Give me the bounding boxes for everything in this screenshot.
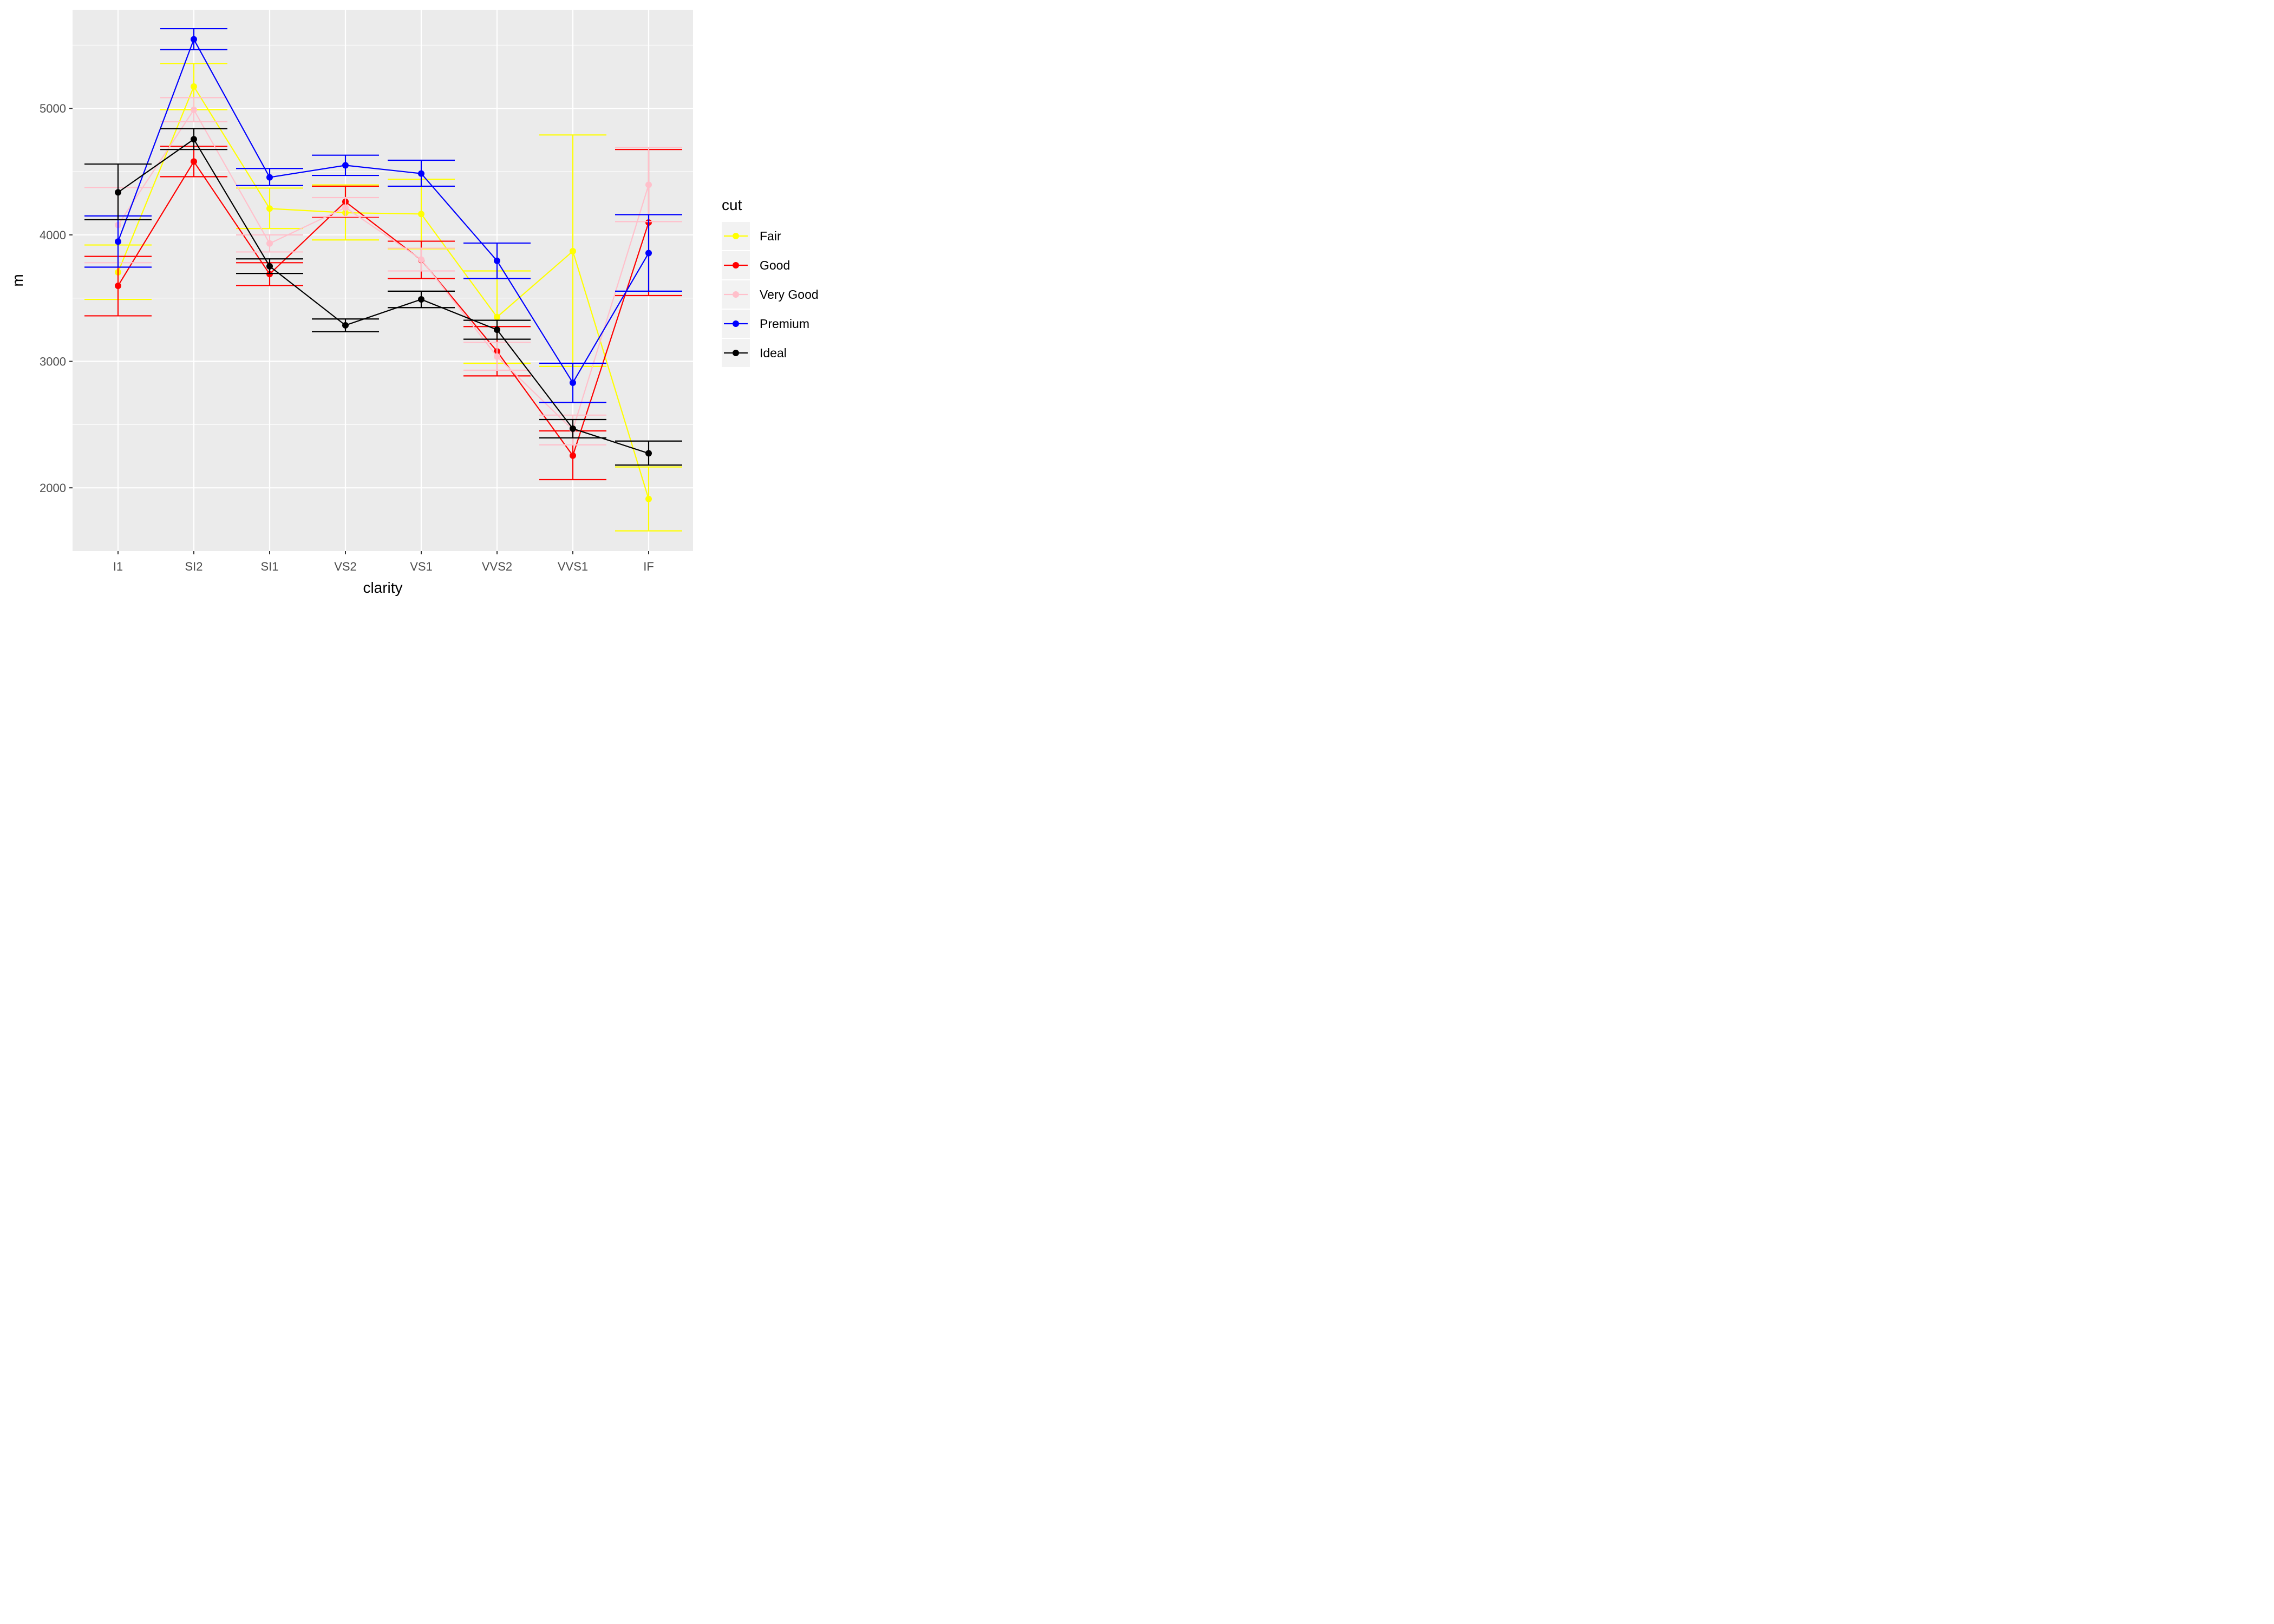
x-axis: I1 SI2 SI1 VS2 VS1 VVS2 VVS1 IF bbox=[113, 551, 654, 573]
y-tick-label: 2000 bbox=[40, 481, 66, 495]
data-point bbox=[191, 36, 197, 43]
legend-key-point bbox=[733, 350, 739, 356]
data-point bbox=[191, 136, 197, 143]
legend-item: Ideal bbox=[722, 339, 787, 367]
data-point bbox=[645, 495, 652, 502]
data-point bbox=[418, 296, 424, 303]
legend-label: Premium bbox=[760, 317, 809, 331]
data-point bbox=[570, 379, 576, 387]
data-point bbox=[266, 240, 273, 247]
data-point bbox=[570, 425, 576, 432]
x-tick-label: VS2 bbox=[334, 560, 357, 573]
data-point bbox=[342, 204, 349, 211]
data-point bbox=[494, 326, 500, 333]
series-line bbox=[117, 85, 650, 500]
data-point bbox=[115, 189, 121, 196]
legend-item: Premium bbox=[722, 310, 809, 338]
legend-label: Very Good bbox=[760, 287, 819, 302]
data-point bbox=[645, 250, 652, 257]
data-point bbox=[191, 106, 197, 113]
y-axis-title: m bbox=[9, 274, 26, 286]
data-point bbox=[342, 322, 349, 329]
data-point bbox=[266, 174, 273, 181]
legend-label: Ideal bbox=[760, 346, 787, 360]
y-tick-label: 5000 bbox=[40, 102, 66, 115]
legend-items: Fair Good Very Good Premium Ideal bbox=[722, 222, 819, 367]
legend-key-point bbox=[733, 320, 739, 327]
data-point bbox=[645, 450, 652, 457]
series-fair bbox=[84, 63, 682, 532]
data-point bbox=[191, 83, 197, 90]
legend-key-point bbox=[733, 233, 739, 239]
plot-panel bbox=[73, 10, 693, 551]
data-point bbox=[342, 162, 349, 169]
series-ideal bbox=[84, 128, 682, 466]
data-point bbox=[191, 158, 197, 165]
x-tick-label: VVS2 bbox=[482, 560, 512, 573]
x-tick-label: SI1 bbox=[260, 560, 278, 573]
legend-item: Fair bbox=[722, 222, 781, 250]
legend-title: cut bbox=[722, 197, 742, 213]
data-point bbox=[570, 452, 576, 459]
series-layer bbox=[84, 28, 682, 532]
data-point bbox=[645, 181, 652, 188]
legend: cut Fair Good Very Good Premium Ideal bbox=[722, 197, 819, 367]
data-point bbox=[418, 211, 424, 218]
data-point bbox=[570, 248, 576, 255]
legend-key-point bbox=[733, 291, 739, 298]
series-line bbox=[117, 138, 649, 454]
data-point bbox=[494, 353, 500, 360]
data-point bbox=[266, 263, 273, 270]
legend-item: Very Good bbox=[722, 280, 819, 309]
series-line bbox=[117, 38, 649, 384]
legend-label: Good bbox=[760, 258, 790, 272]
series-premium bbox=[84, 28, 682, 403]
x-tick-label: VVS1 bbox=[558, 560, 588, 573]
data-point bbox=[115, 238, 121, 245]
data-point bbox=[494, 313, 500, 320]
y-tick-label: 4000 bbox=[40, 228, 66, 242]
data-point bbox=[266, 271, 273, 278]
x-tick-label: SI2 bbox=[185, 560, 202, 573]
x-axis-title: clarity bbox=[363, 579, 402, 596]
legend-key-point bbox=[733, 262, 739, 269]
legend-label: Fair bbox=[760, 229, 781, 243]
y-tick-label: 3000 bbox=[40, 355, 66, 369]
x-tick-label: I1 bbox=[113, 560, 123, 573]
legend-item: Good bbox=[722, 251, 790, 279]
data-point bbox=[418, 170, 424, 177]
minor-gridlines bbox=[73, 44, 693, 425]
x-tick-label: IF bbox=[643, 560, 654, 573]
data-point bbox=[494, 257, 500, 264]
x-tick-label: VS1 bbox=[410, 560, 433, 573]
data-point bbox=[418, 256, 424, 263]
data-point bbox=[115, 283, 121, 290]
series-line bbox=[117, 108, 650, 431]
data-point bbox=[266, 205, 273, 212]
y-axis: 2000 3000 4000 5000 bbox=[40, 102, 73, 495]
